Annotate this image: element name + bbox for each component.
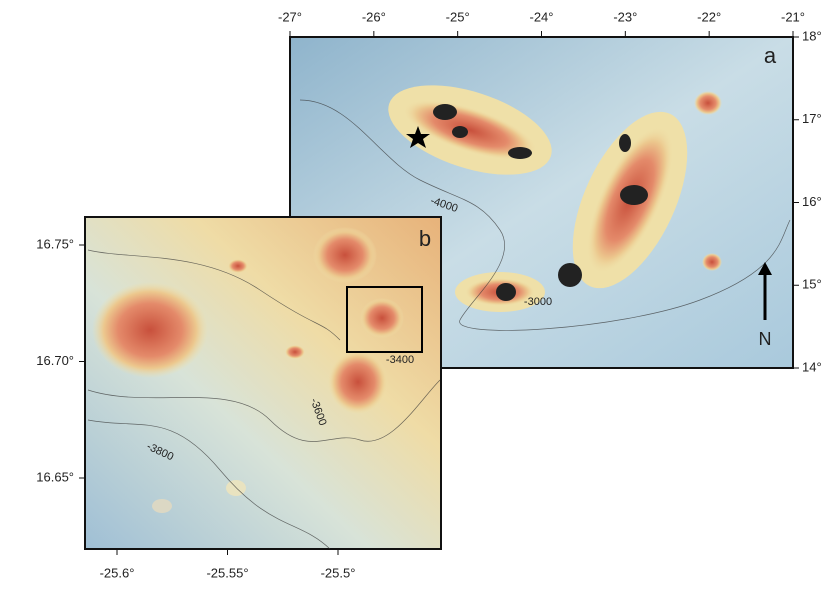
x-tick-label: -27° (278, 9, 302, 24)
y-tick-label: 16.65° (36, 469, 74, 484)
x-tick-label: -22° (697, 9, 721, 24)
x-tick-label: -25.55° (206, 565, 248, 580)
x-tick-label: -25.5° (321, 565, 356, 580)
y-tick-label: 17° (802, 111, 822, 126)
x-tick-label: -24° (530, 9, 554, 24)
x-tick-label: -25.6° (100, 565, 135, 580)
map-figure: N a b -27° -26° -25° -24° -23° -22° -21° 18° 17°… (0, 0, 835, 591)
panel-b: b (85, 217, 441, 549)
y-tick-label: 15° (802, 277, 822, 292)
y-tick-label: 16° (802, 194, 822, 209)
x-tick-label: -25° (446, 9, 470, 24)
x-tick-label: -21° (781, 9, 805, 24)
x-tick-label: -23° (613, 9, 637, 24)
panel-label: b (419, 226, 431, 251)
panel-label: a (764, 43, 777, 68)
y-tick-label: 16.70° (36, 353, 74, 368)
y-tick-label: 18° (802, 28, 822, 43)
contour-label: -3400 (386, 354, 414, 366)
y-tick-label: 14° (802, 359, 822, 374)
contour-label: -3000 (524, 296, 552, 308)
y-tick-label: 16.75° (36, 236, 74, 251)
x-tick-label: -26° (362, 9, 386, 24)
north-label: N (759, 329, 772, 349)
